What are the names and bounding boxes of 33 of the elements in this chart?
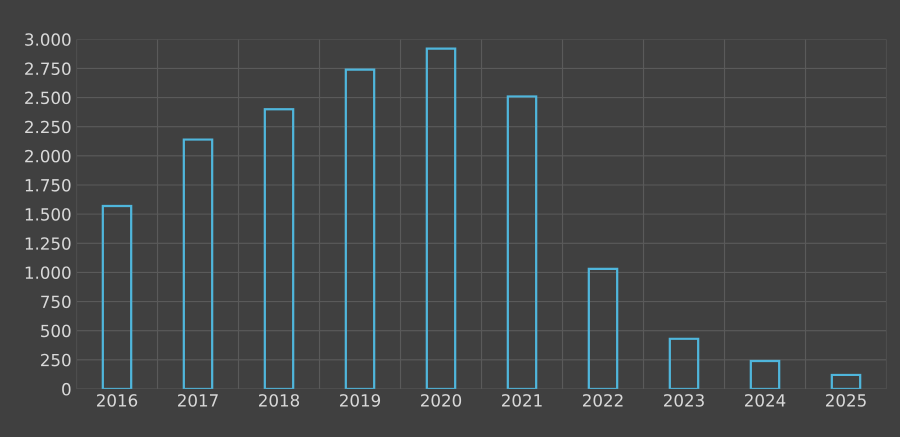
y-tick-label: 3.000 [25,33,71,46]
y-tick-label: 0 [62,382,71,396]
bar [830,374,862,389]
bar [264,108,294,389]
x-tick-label: 2021 [502,394,542,407]
bar [506,95,538,389]
y-tick-label: 500 [41,324,71,338]
y-tick-label: 2.500 [25,92,71,104]
x-tick-label: 2022 [583,394,623,407]
x-tick-label: 2024 [745,394,786,407]
x-tick-label: 2016 [97,394,138,407]
x-tick-label: 2023 [664,394,704,407]
y-tick-label: 1.750 [26,178,71,192]
y-tick-label: 1.250 [26,237,71,250]
y-tick-label: 1.500 [26,208,71,221]
x-tick-label: 2019 [340,394,380,407]
y-tick-label: 1.000 [26,266,71,279]
bar [102,204,132,389]
x-tick-label: 2025 [826,394,866,407]
bar [344,68,376,389]
x-tick-label: 2020 [421,394,462,407]
bar [668,338,700,389]
bar [426,48,456,389]
y-tick-label: 2.250 [25,120,71,134]
bar [750,360,780,389]
y-tick-label: 750 [41,295,71,308]
bar [182,138,214,389]
y-tick-label: 2.750 [25,62,71,76]
y-tick-label: 250 [41,354,71,366]
x-tick-label: 2017 [178,394,218,407]
x-tick-label: 2018 [259,394,300,407]
bar [588,268,618,389]
y-tick-label: 2.000 [25,150,71,162]
